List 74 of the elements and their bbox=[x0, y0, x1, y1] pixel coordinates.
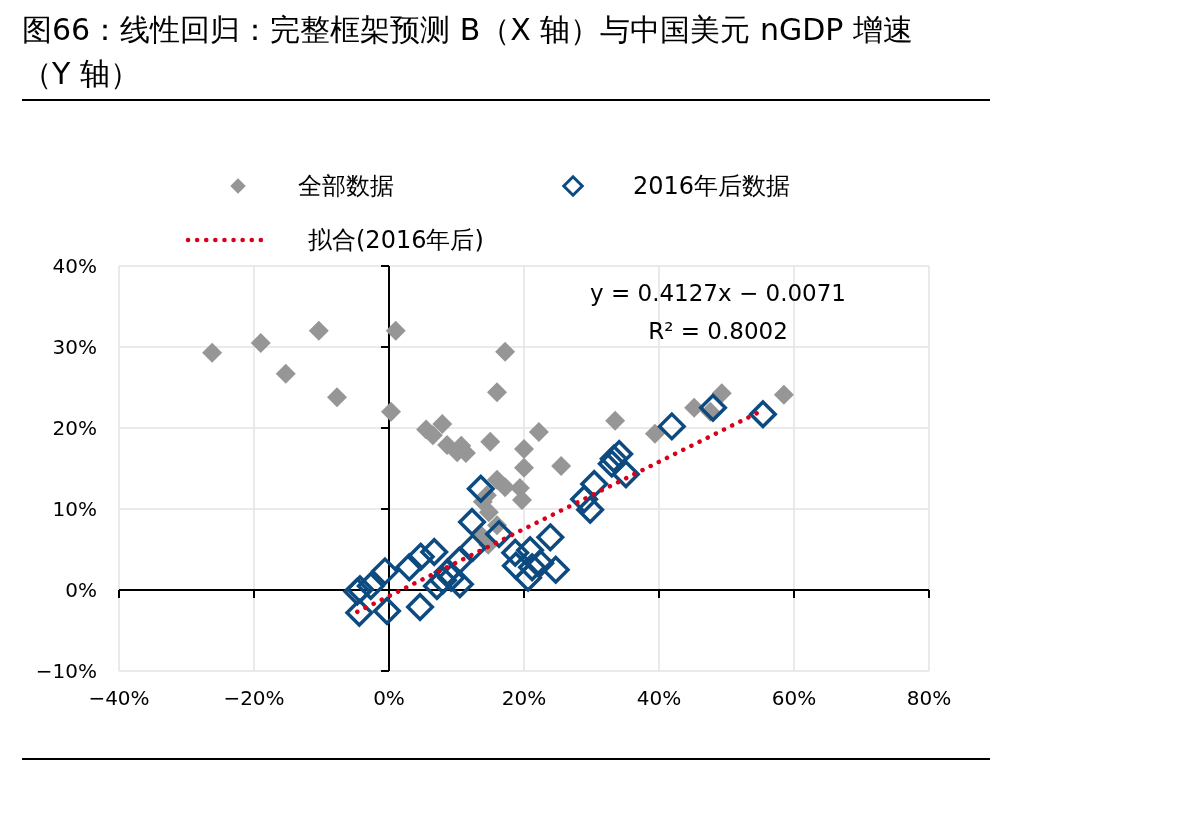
point bbox=[501, 538, 530, 567]
annotation: R² = 0.8002 bbox=[648, 318, 788, 345]
point bbox=[657, 412, 686, 441]
point bbox=[308, 320, 329, 341]
point bbox=[773, 384, 794, 405]
point bbox=[597, 449, 626, 478]
point bbox=[514, 457, 534, 478]
point bbox=[495, 341, 516, 362]
point bbox=[406, 542, 435, 571]
point bbox=[406, 593, 435, 622]
point bbox=[422, 571, 451, 600]
chart-title: 图66：线性回归：完整框架预测 B（X 轴）与中国美元 nGDP 增速（Y 轴） bbox=[22, 11, 914, 93]
point bbox=[516, 536, 545, 565]
point bbox=[536, 523, 565, 552]
point bbox=[699, 393, 727, 422]
point bbox=[480, 431, 501, 452]
point bbox=[458, 533, 487, 562]
point bbox=[551, 456, 572, 477]
point bbox=[576, 495, 605, 524]
x-tick-label: 40% bbox=[636, 686, 682, 710]
y-tick-label: 0% bbox=[65, 578, 97, 602]
point bbox=[345, 598, 374, 627]
legend-label: 全部数据 bbox=[298, 172, 394, 201]
annotation: y = 0.4127x − 0.0071 bbox=[590, 280, 846, 307]
point bbox=[445, 570, 474, 599]
point bbox=[458, 507, 487, 536]
point bbox=[372, 597, 401, 626]
legend-label: 2016年后数据 bbox=[633, 172, 791, 201]
point bbox=[250, 332, 271, 353]
point bbox=[495, 477, 516, 498]
point bbox=[437, 563, 466, 592]
point bbox=[487, 382, 507, 403]
point bbox=[429, 566, 457, 595]
point bbox=[501, 551, 530, 580]
point bbox=[356, 571, 385, 600]
x-tick-label: −20% bbox=[223, 686, 285, 710]
point bbox=[518, 553, 547, 582]
point bbox=[370, 557, 399, 586]
y-tick-label: 10% bbox=[52, 497, 97, 521]
y-tick-label: 20% bbox=[52, 416, 97, 440]
point bbox=[599, 444, 628, 473]
point bbox=[395, 553, 424, 582]
x-tick-label: −40% bbox=[88, 686, 150, 710]
point bbox=[478, 502, 499, 523]
point bbox=[711, 383, 732, 404]
point bbox=[327, 387, 348, 408]
point bbox=[381, 401, 402, 422]
x-tick-label: 0% bbox=[373, 686, 405, 710]
point bbox=[605, 410, 626, 431]
point bbox=[466, 474, 495, 503]
point bbox=[644, 423, 665, 444]
point bbox=[541, 555, 570, 584]
point bbox=[432, 413, 453, 434]
x-tick-label: 60% bbox=[771, 686, 817, 710]
y-tick-label: 40% bbox=[52, 254, 97, 278]
point bbox=[514, 563, 543, 592]
point bbox=[605, 439, 634, 468]
point bbox=[385, 320, 406, 341]
point bbox=[202, 342, 223, 363]
y-tick-label: −10% bbox=[35, 659, 97, 683]
x-tick-label: 20% bbox=[501, 686, 547, 710]
point bbox=[570, 485, 599, 514]
point bbox=[528, 422, 549, 443]
point bbox=[511, 490, 532, 511]
point bbox=[275, 363, 296, 384]
legend-label: 拟合(2016年后) bbox=[308, 226, 484, 255]
point bbox=[684, 397, 705, 418]
point bbox=[611, 460, 640, 489]
point bbox=[514, 439, 534, 460]
point bbox=[420, 537, 449, 566]
point bbox=[748, 400, 777, 429]
point bbox=[445, 546, 474, 575]
y-tick-label: 30% bbox=[52, 335, 97, 359]
x-tick-label: 80% bbox=[906, 686, 952, 710]
